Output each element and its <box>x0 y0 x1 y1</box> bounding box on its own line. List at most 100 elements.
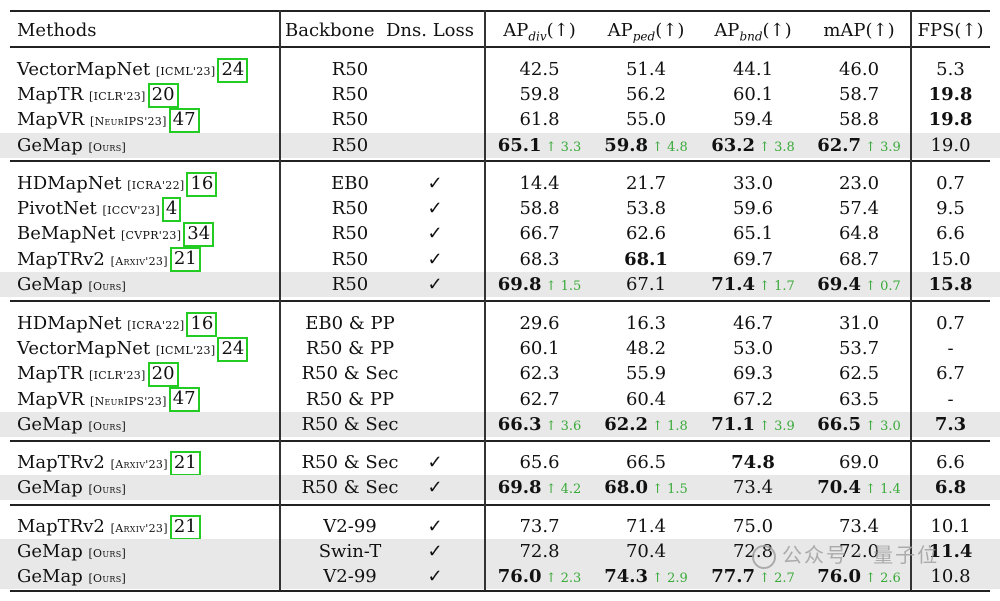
method-name: HDMapNet <box>17 313 122 334</box>
dns-loss-check <box>420 387 450 412</box>
ap-bnd-cell: 63.2 ↑ 3.8 <box>700 133 806 158</box>
citation-link[interactable]: 21 <box>169 450 201 476</box>
value: 60.1 <box>732 84 774 106</box>
map-cell: 57.4 <box>806 196 912 221</box>
map-cell: 63.5 <box>806 387 912 412</box>
citation-link[interactable]: 24 <box>217 336 249 362</box>
ap-ped-cell: 60.4 <box>594 387 698 412</box>
ap-div-cell: 60.1 <box>488 336 591 361</box>
value: 58.8 <box>519 198 560 220</box>
method-cell: GeMap [Ours] <box>17 539 126 564</box>
method-cell: HDMapNet [ICRA'22] 16 <box>17 171 218 197</box>
method-cell: GeMap [Ours] <box>17 272 126 297</box>
header-fps: FPS(↑) <box>917 20 984 41</box>
map-cell: 69.4 ↑ 0.7 <box>806 272 912 297</box>
value: 62.5 <box>838 363 880 385</box>
citation-link[interactable]: 16 <box>186 171 218 197</box>
ap-bnd-cell: 73.4 <box>700 475 806 500</box>
value: 68.0 <box>604 477 649 499</box>
method-cell: HDMapNet [ICRA'22] 16 <box>17 311 218 337</box>
value: 53.7 <box>838 338 880 360</box>
value: 57.4 <box>838 198 880 220</box>
venue: [CVPR'23] <box>120 229 182 243</box>
venue: [Ours] <box>88 547 127 561</box>
value: 66.7 <box>519 223 560 245</box>
citation-link[interactable]: 47 <box>168 107 200 133</box>
dns-loss-check <box>420 361 450 386</box>
ap-bnd-cell: 33.0 <box>700 171 806 196</box>
value: 74.3 <box>604 566 649 588</box>
ap-bnd-cell: 71.4 ↑ 1.7 <box>700 272 806 297</box>
value: 69.8 <box>497 273 542 295</box>
ap-div-cell: 76.0 ↑ 2.3 <box>488 564 591 589</box>
value: 59.4 <box>732 109 774 131</box>
value: 63.2 <box>711 134 756 156</box>
ap-bnd-cell: 46.7 <box>700 311 806 336</box>
improvement-delta: ↑ 3.6 <box>545 418 582 434</box>
backbone-cell: R50 & Sec <box>301 452 399 473</box>
value: 73.4 <box>838 516 880 537</box>
ap-div-cell: 61.8 <box>488 107 591 132</box>
header-ap-ped: APped(↑) <box>607 20 685 44</box>
ap-ped-cell: 53.8 <box>594 196 698 221</box>
ap-div-cell: 66.3 ↑ 3.6 <box>488 412 591 437</box>
header-backbone: Backbone <box>285 20 375 41</box>
value: 55.9 <box>625 363 667 385</box>
value: 71.1 <box>711 413 756 435</box>
citation-link[interactable]: 21 <box>169 514 201 540</box>
ap-div-cell: 65.6 <box>488 450 591 475</box>
table-row: VectorMapNet [ICML'23] 24 R50 42.5 51.4 44.1 4… <box>0 57 1000 83</box>
citation-link[interactable]: 4 <box>161 196 182 222</box>
citation-link[interactable]: 34 <box>183 221 215 247</box>
citation-link[interactable]: 24 <box>217 57 249 83</box>
fps-cell: 19.8 <box>928 109 973 131</box>
improvement-delta: ↑ 3.9 <box>759 418 795 434</box>
backbone-cell: R50 & Sec <box>301 363 399 385</box>
backbone-cell: R50 & Sec <box>301 413 399 435</box>
venue: [ICRA'22] <box>127 319 185 332</box>
value: 62.7 <box>519 388 560 410</box>
improvement-delta: ↑ 1.5 <box>545 278 582 294</box>
citation-link[interactable]: 20 <box>147 361 179 387</box>
table-row: GeMap [Ours] V2-99 ✓ 76.0 ↑ 2.3 74.3 ↑ 2.9 77.7… <box>0 564 1000 590</box>
method-name: MapTRv2 <box>17 516 105 537</box>
fps-cell: - <box>947 388 954 410</box>
venue: [ICLR'23] <box>88 369 146 383</box>
improvement-delta: ↑ 1.8 <box>652 418 688 434</box>
value: 56.2 <box>625 84 667 106</box>
backbone-cell: R50 <box>331 59 369 80</box>
ap-bnd-cell: 77.7 ↑ 2.7 <box>700 564 806 589</box>
citation-link[interactable]: 16 <box>186 311 218 337</box>
ap-ped-cell: 74.3 ↑ 2.9 <box>594 564 698 589</box>
ap-bnd-cell: 60.1 <box>700 82 806 107</box>
fps-cell: 11.4 <box>928 541 973 563</box>
table-row: MapVR [NeurIPS'23] 47 R50 61.8 55.0 59.4 58.8 1… <box>0 107 1000 133</box>
method-cell: VectorMapNet [ICML'23] 24 <box>17 336 249 362</box>
citation-link[interactable]: 21 <box>169 247 201 273</box>
venue: [NeurIPS'23] <box>89 394 167 408</box>
ap-div-cell: 69.8 ↑ 4.2 <box>488 475 591 500</box>
method-name: VectorMapNet <box>17 59 151 80</box>
value: 67.2 <box>732 388 774 410</box>
method-cell: VectorMapNet [ICML'23] 24 <box>17 57 249 83</box>
fps-cell: 10.8 <box>930 566 971 588</box>
fps-cell: 19.8 <box>928 84 973 106</box>
value: 69.0 <box>838 452 880 473</box>
value: 59.6 <box>732 198 774 220</box>
table-row: GeMap [Ours] R50 & Sec 66.3 ↑ 3.6 62.2 ↑ 1.8 7… <box>0 411 1000 437</box>
value: 76.0 <box>817 566 862 588</box>
citation-link[interactable]: 20 <box>147 82 179 108</box>
value: 69.4 <box>817 273 862 295</box>
value: 62.2 <box>604 413 649 435</box>
value: 55.0 <box>625 109 667 131</box>
venue: [Ours] <box>88 483 127 497</box>
table-rule <box>10 10 990 12</box>
map-cell: 62.5 <box>806 361 912 386</box>
table-row: GeMap [Ours] R50 65.1 ↑ 3.3 59.8 ↑ 4.8 63.2 ↑ 3… <box>0 132 1000 158</box>
citation-link[interactable]: 47 <box>168 387 200 413</box>
table-row: HDMapNet [ICRA'22] 16 EB0 & PP 29.6 16.3 46.7… <box>0 311 1000 337</box>
ap-ped-cell: 68.1 <box>594 247 698 272</box>
watermark-text: 公众号 · 量子位 <box>782 543 940 567</box>
method-name: MapTR <box>17 363 84 385</box>
